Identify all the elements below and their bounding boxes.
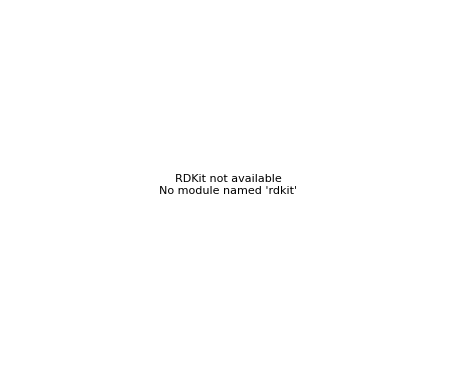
Text: RDKit not available
No module named 'rdkit': RDKit not available No module named 'rdk… [159,174,296,196]
